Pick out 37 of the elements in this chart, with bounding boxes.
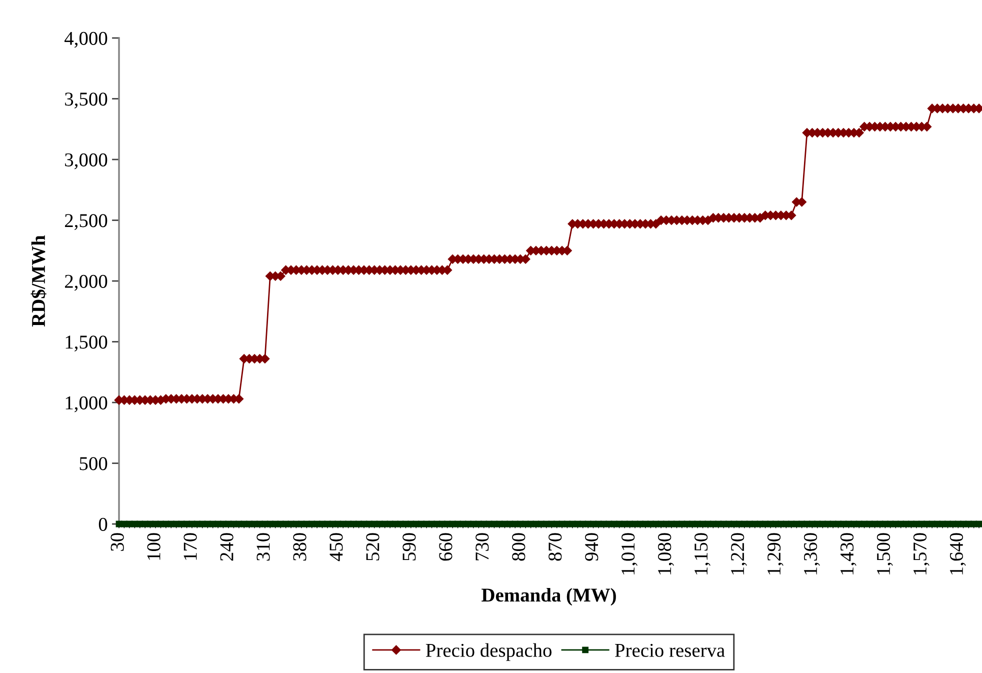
x-tick-label: 1,080 — [658, 533, 674, 574]
y-tick-label: 2,500 — [64, 214, 108, 230]
legend-label: Precio reserva — [615, 644, 725, 657]
y-tick-label: 0 — [98, 518, 108, 531]
x-tick-label: 1,010 — [622, 533, 638, 574]
x-tick-label: 1,430 — [840, 533, 856, 574]
x-tick-label: 660 — [439, 533, 452, 561]
x-tick-label: 1,640 — [950, 533, 966, 574]
x-tick-label: 1,570 — [913, 533, 930, 574]
y-tick-label: 3,500 — [65, 92, 108, 108]
x-tick-label: 940 — [585, 533, 598, 561]
x-tick-label: 380 — [293, 533, 306, 561]
y-tick-label: 1,500 — [66, 336, 108, 352]
y-tick-label: 1,000 — [66, 396, 108, 412]
x-tick-label: 30 — [110, 533, 124, 551]
x-tick-label: 870 — [548, 533, 562, 561]
x-tick-label: 730 — [476, 533, 489, 560]
x-tick-label: 520 — [366, 533, 380, 560]
x-tick-label: 590 — [402, 533, 416, 560]
x-tick-label: 1,360 — [804, 533, 820, 574]
x-tick-label: 1,220 — [730, 533, 747, 574]
y-tick-label: 500 — [80, 457, 108, 470]
y-axis-title: RD$/MWh — [30, 235, 46, 327]
x-tick-label: 240 — [220, 533, 234, 561]
x-tick-label: 1,290 — [767, 533, 784, 574]
y-tick-label: 3,000 — [65, 153, 108, 170]
x-tick-label: 800 — [512, 533, 526, 561]
x-tick-label: 170 — [184, 533, 197, 560]
x-tick-label: 100 — [147, 533, 160, 560]
x-axis-title: Demanda (MW) — [482, 588, 616, 606]
y-tick-label: 2,000 — [64, 274, 108, 291]
legend-label: Precio despacho — [426, 643, 552, 661]
y-tick-label: 4,000 — [64, 32, 108, 48]
x-tick-label: 1,500 — [876, 533, 893, 574]
x-tick-label: 1,150 — [694, 533, 710, 574]
x-tick-label: 310 — [256, 533, 270, 561]
x-tick-label: 450 — [330, 533, 343, 562]
